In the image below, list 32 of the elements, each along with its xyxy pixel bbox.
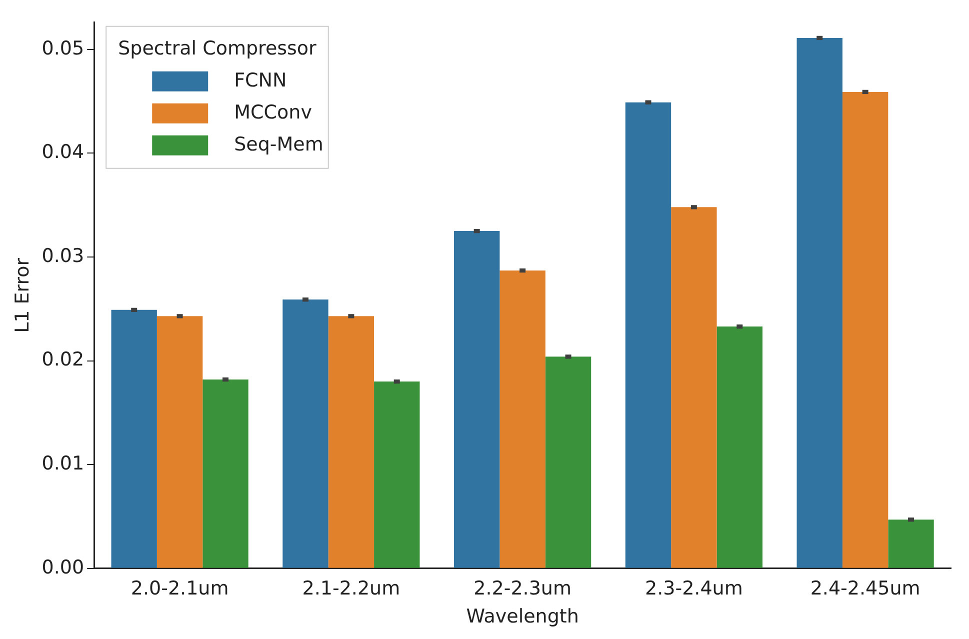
y-axis-title: L1 Error bbox=[11, 258, 34, 333]
bar bbox=[328, 316, 374, 568]
legend-label: MCConv bbox=[234, 101, 312, 124]
x-tick-label: 2.2-2.3um bbox=[474, 578, 572, 600]
bar bbox=[671, 207, 717, 568]
bar bbox=[545, 356, 592, 568]
bar bbox=[454, 231, 500, 568]
x-tick-label: 2.4-2.45um bbox=[810, 578, 920, 600]
bar bbox=[111, 310, 157, 568]
bar bbox=[842, 92, 888, 568]
y-tick-label: 0.01 bbox=[42, 452, 84, 475]
x-tick-label: 2.3-2.4um bbox=[645, 578, 743, 600]
y-tick-label: 0.04 bbox=[42, 141, 84, 164]
x-tick-label: 2.1-2.2um bbox=[302, 578, 400, 600]
y-tick-label: 0.03 bbox=[42, 244, 84, 267]
bar bbox=[282, 300, 328, 568]
bar bbox=[500, 270, 546, 568]
x-axis-title: Wavelength bbox=[466, 606, 579, 628]
x-tick-label: 2.0-2.1um bbox=[130, 578, 229, 600]
bar bbox=[796, 38, 842, 568]
y-tick-label: 0.05 bbox=[42, 37, 84, 60]
bar bbox=[625, 102, 672, 568]
bar bbox=[374, 382, 420, 568]
y-tick-label: 0.02 bbox=[42, 348, 84, 371]
bar bbox=[716, 326, 762, 568]
legend-label: FCNN bbox=[234, 69, 287, 92]
y-tick-label: 0.00 bbox=[42, 556, 84, 578]
legend-label: Seq-Mem bbox=[234, 133, 324, 156]
legend-title: Spectral Compressor bbox=[118, 37, 317, 60]
bar bbox=[156, 316, 203, 568]
bar bbox=[202, 379, 248, 568]
bar bbox=[888, 520, 934, 568]
